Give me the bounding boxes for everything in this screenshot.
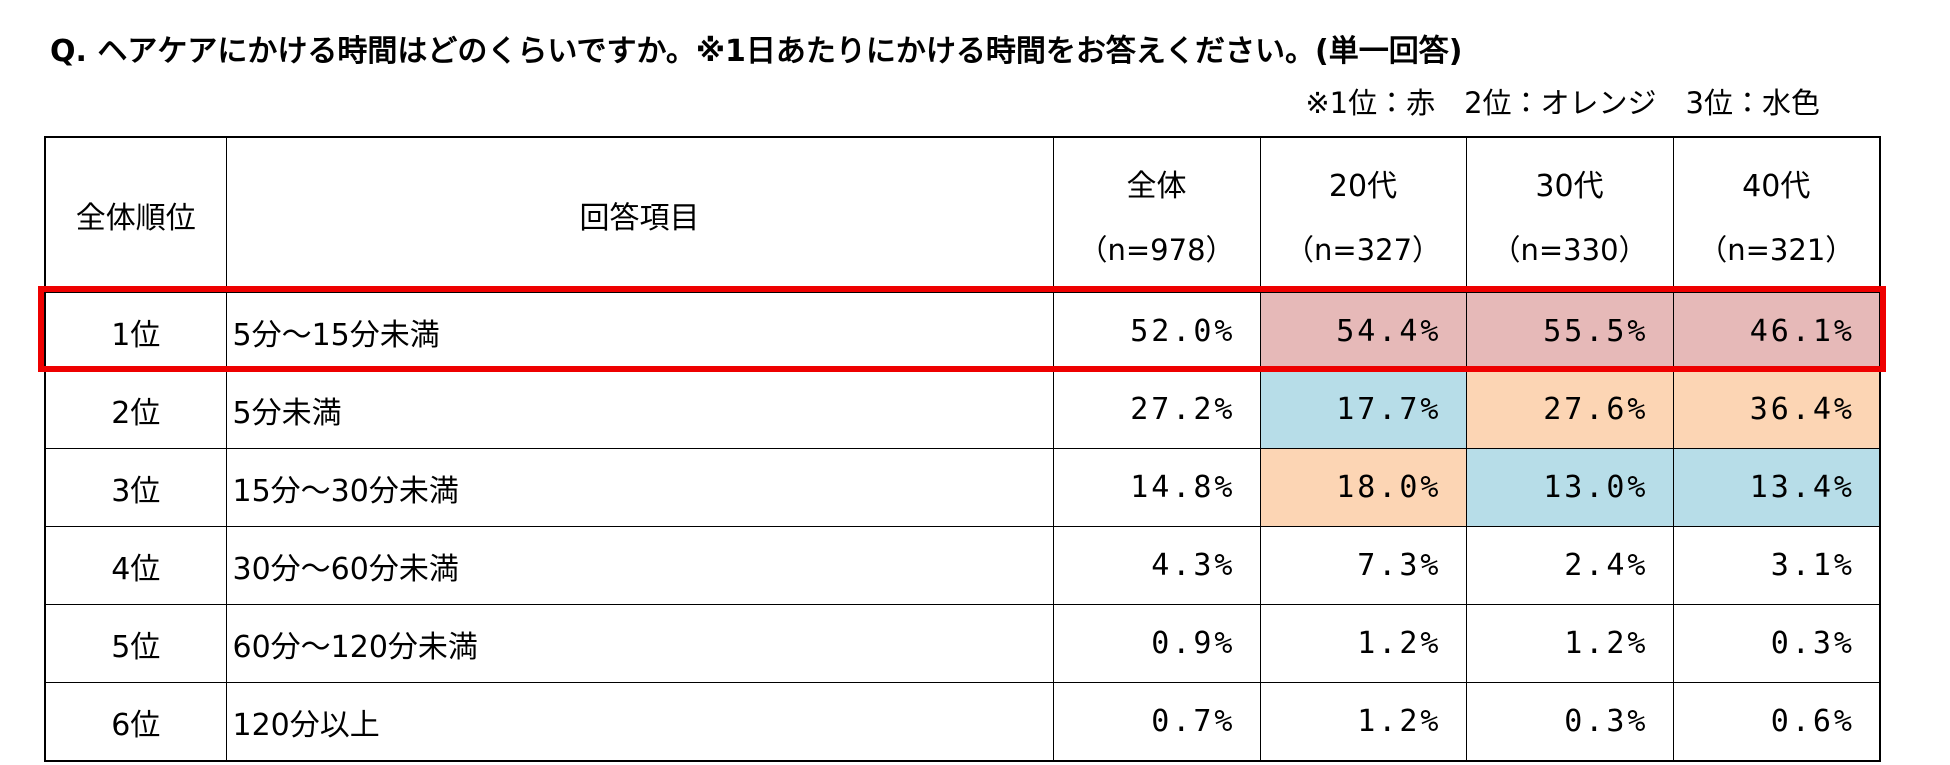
rank-cell: 3位 <box>44 448 227 527</box>
rank-cell: 6位 <box>44 682 227 762</box>
header-n: （n=327） <box>1284 233 1442 267</box>
item-cell: 30分～60分未満 <box>225 526 1054 605</box>
header-row: 全体順位 回答項目 全体 （n=978） 20代 （n=327） 30代 （n=330） 40代… <box>44 136 1881 293</box>
header-cell: 全体 （n=978） <box>1052 136 1261 293</box>
value-cell: 55.5% <box>1465 292 1674 371</box>
header-label: 20代 <box>1328 169 1398 204</box>
value-cell: 0.3% <box>1672 604 1881 683</box>
header-label: 全体 <box>1126 169 1187 204</box>
value-cell: 54.4% <box>1259 292 1467 371</box>
value-cell: 27.6% <box>1465 370 1674 449</box>
item-cell: 15分～30分未満 <box>225 448 1054 527</box>
value-cell: 13.4% <box>1672 448 1881 527</box>
results-table: 全体順位 回答項目 全体 （n=978） 20代 （n=327） 30代 （n=330） 40代… <box>44 136 1881 762</box>
header-n: （n=330） <box>1491 233 1648 267</box>
header-label: 全体順位 <box>75 201 196 236</box>
value-cell: 18.0% <box>1259 448 1467 527</box>
item-cell: 5分～15分未満 <box>225 292 1054 371</box>
header-cell: 30代 （n=330） <box>1465 136 1674 293</box>
value-cell: 52.0% <box>1052 292 1261 371</box>
table-row: 4位 30分～60分未満 4.3% 7.3% 2.4% 3.1% <box>44 526 1881 605</box>
value-cell: 0.6% <box>1672 682 1881 762</box>
value-cell: 27.2% <box>1052 370 1261 449</box>
rank-cell: 1位 <box>44 292 227 371</box>
item-cell: 120分以上 <box>225 682 1054 762</box>
table-row: 5位 60分～120分未満 0.9% 1.2% 1.2% 0.3% <box>44 604 1881 683</box>
header-label: 30代 <box>1535 169 1604 204</box>
header-cell: 20代 （n=327） <box>1259 136 1467 293</box>
table-row: 6位 120分以上 0.7% 1.2% 0.3% 0.6% <box>44 682 1881 762</box>
value-cell: 14.8% <box>1052 448 1261 527</box>
table-row: 1位 5分～15分未満 52.0% 54.4% 55.5% 46.1% <box>44 292 1881 371</box>
value-cell: 0.3% <box>1465 682 1674 762</box>
highlight-box <box>38 286 1886 372</box>
value-cell: 0.7% <box>1052 682 1261 762</box>
value-cell: 13.0% <box>1465 448 1674 527</box>
value-cell: 36.4% <box>1672 370 1881 449</box>
value-cell: 7.3% <box>1259 526 1467 605</box>
header-label: 40代 <box>1742 169 1811 204</box>
header-cell: 40代 （n=321） <box>1672 136 1881 293</box>
value-cell: 1.2% <box>1259 682 1467 762</box>
value-cell: 3.1% <box>1672 526 1881 605</box>
rank-cell: 2位 <box>44 370 227 449</box>
value-cell: 1.2% <box>1465 604 1674 683</box>
value-cell: 4.3% <box>1052 526 1261 605</box>
value-cell: 17.7% <box>1259 370 1467 449</box>
question-title: Q. ヘアケアにかける時間はどのくらいですか。※1日あたりにかける時間をお答えく… <box>50 34 1463 69</box>
value-cell: 1.2% <box>1259 604 1467 683</box>
rank-cell: 5位 <box>44 604 227 683</box>
table-row: 2位 5分未満 27.2% 17.7% 27.6% 36.4% <box>44 370 1881 449</box>
header-cell: 回答項目 <box>225 136 1054 293</box>
value-cell: 2.4% <box>1465 526 1674 605</box>
header-n: （n=321） <box>1698 233 1855 267</box>
item-cell: 60分～120分未満 <box>225 604 1054 683</box>
table-body: 1位 5分～15分未満 52.0% 54.4% 55.5% 46.1% 2位 5分未満 27.2… <box>44 292 1881 762</box>
value-cell: 46.1% <box>1672 292 1881 371</box>
table-row: 3位 15分～30分未満 14.8% 18.0% 13.0% 13.4% <box>44 448 1881 527</box>
value-cell: 0.9% <box>1052 604 1261 683</box>
rank-cell: 4位 <box>44 526 227 605</box>
color-note: ※1位：赤 2位：オレンジ 3位：水色 <box>1305 86 1820 120</box>
header-label: 回答項目 <box>579 201 700 236</box>
header-cell: 全体順位 <box>44 136 227 293</box>
header-n: （n=978） <box>1078 233 1235 267</box>
item-cell: 5分未満 <box>225 370 1054 449</box>
